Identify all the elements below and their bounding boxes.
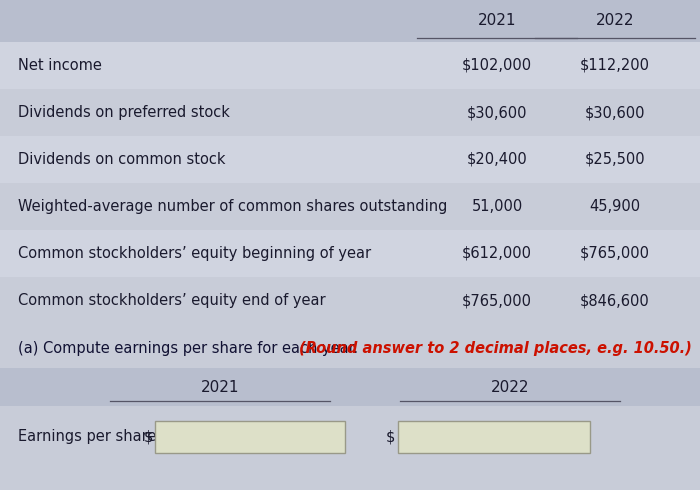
Text: 51,000: 51,000 [471,199,523,214]
Text: 45,900: 45,900 [589,199,640,214]
Text: Net income: Net income [18,58,102,73]
Bar [0,89,700,136]
Text: 2021: 2021 [201,379,239,394]
Text: $846,600: $846,600 [580,293,650,308]
Bar [0,230,700,277]
Text: Common stockholders’ equity end of year: Common stockholders’ equity end of year [18,293,326,308]
Text: Weighted-average number of common shares outstanding: Weighted-average number of common shares… [18,199,447,214]
Bar [0,406,700,468]
Text: $: $ [144,430,153,444]
Text: 2022: 2022 [491,379,529,394]
Text: $612,000: $612,000 [462,246,532,261]
Text: $20,400: $20,400 [467,152,527,167]
Bar [155,421,345,453]
Text: $25,500: $25,500 [584,152,645,167]
Bar [398,421,590,453]
Text: Common stockholders’ equity beginning of year: Common stockholders’ equity beginning of… [18,246,371,261]
Text: $102,000: $102,000 [462,58,532,73]
Text: 2021: 2021 [477,14,517,28]
Text: $765,000: $765,000 [580,246,650,261]
Text: (a) Compute earnings per share for each year.: (a) Compute earnings per share for each … [18,342,363,357]
Bar [0,368,700,406]
Bar [0,0,700,42]
Text: $30,600: $30,600 [584,105,645,120]
Text: Dividends on preferred stock: Dividends on preferred stock [18,105,230,120]
Text: $30,600: $30,600 [467,105,527,120]
Text: $765,000: $765,000 [462,293,532,308]
Text: $: $ [385,430,395,444]
Text: 2022: 2022 [596,14,634,28]
Text: (Round answer to 2 decimal places, e.g. 10.50.): (Round answer to 2 decimal places, e.g. … [299,342,692,357]
Bar [0,183,700,230]
Text: Earnings per share: Earnings per share [18,430,156,444]
Text: Dividends on common stock: Dividends on common stock [18,152,225,167]
Bar [0,330,700,368]
Bar [0,136,700,183]
Bar [0,42,700,89]
Bar [0,277,700,324]
Text: $112,200: $112,200 [580,58,650,73]
